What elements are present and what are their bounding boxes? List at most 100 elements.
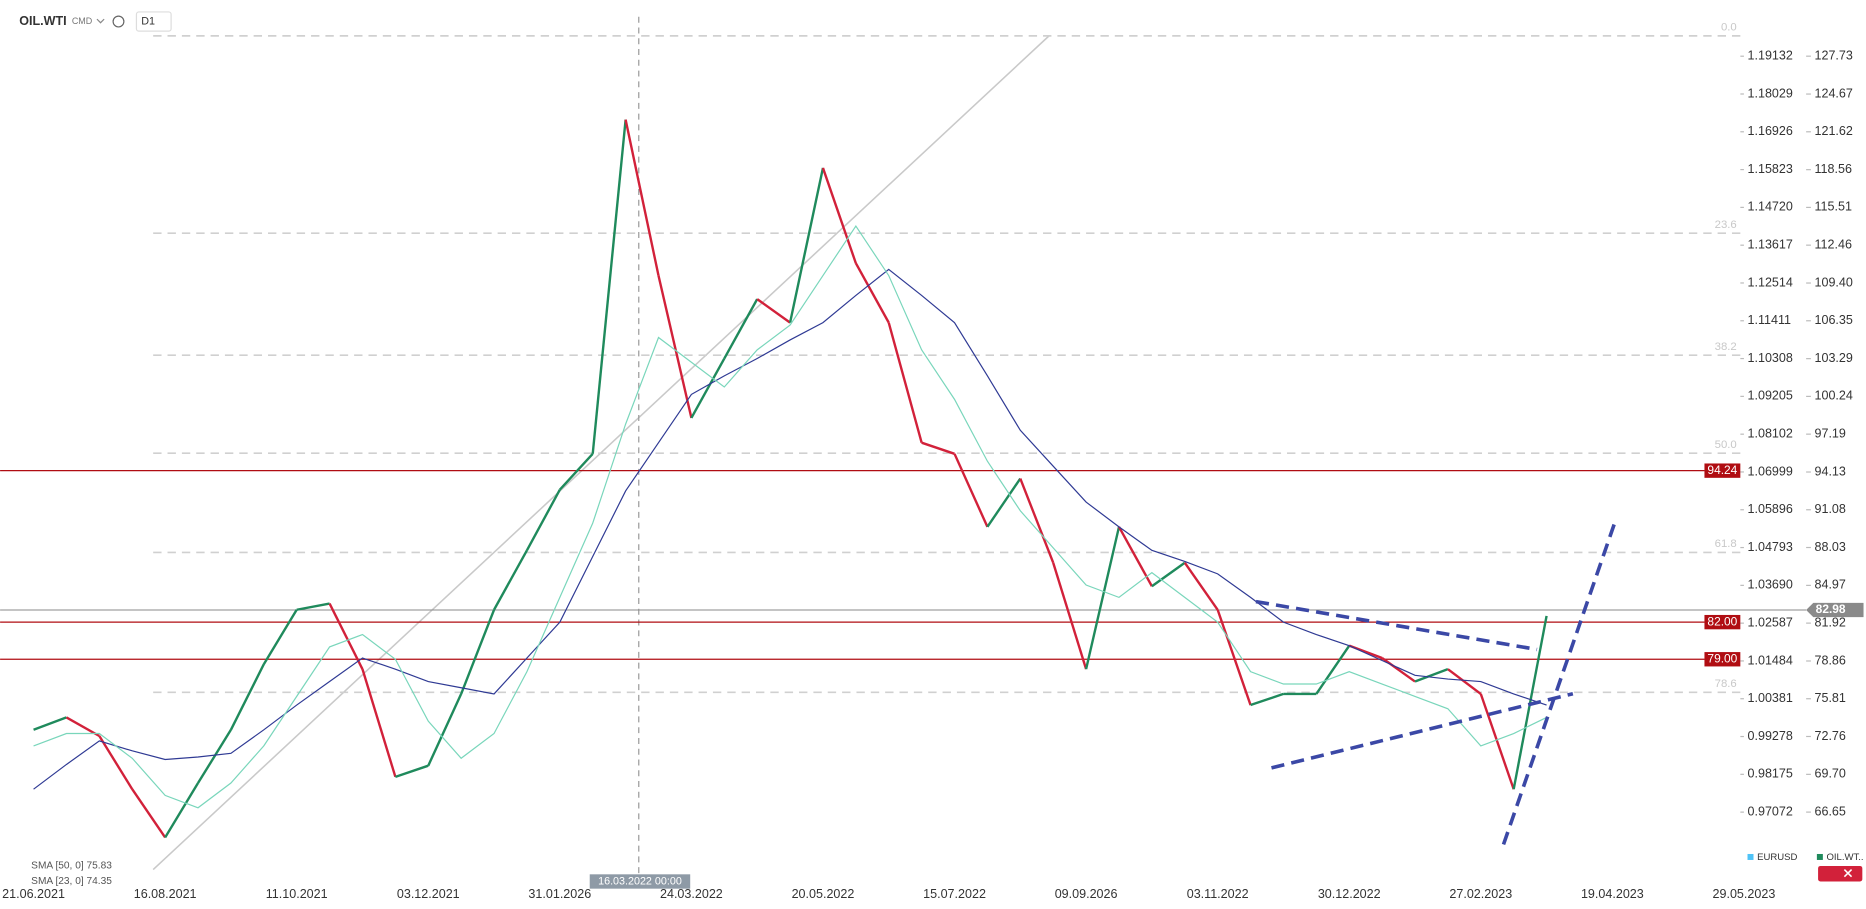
- x-tick-label: 11.10.2021: [266, 887, 328, 901]
- legend-instrument[interactable]: EURUSD: [1757, 852, 1797, 863]
- y2-tick-label: 1.13617: [1748, 237, 1793, 251]
- y-tick-label: 112.46: [1814, 237, 1851, 251]
- y2-tick-label: 1.18029: [1748, 86, 1793, 100]
- price-segment: [460, 609, 496, 695]
- y-tick-label: 88.03: [1814, 540, 1845, 554]
- price-segment: [65, 716, 100, 738]
- price-segment: [98, 735, 134, 790]
- y-tick-label: 78.86: [1814, 653, 1845, 667]
- price-segment: [756, 298, 791, 324]
- price-segment: [657, 275, 693, 419]
- close-icon[interactable]: [1843, 868, 1853, 878]
- dropdown-icon[interactable]: [96, 18, 105, 24]
- y2-tick-label: 1.02587: [1748, 615, 1793, 629]
- price-segment: [788, 167, 825, 323]
- price-segment: [1183, 562, 1219, 611]
- x-tick-label: 03.12.2021: [397, 887, 460, 901]
- price-segment: [1019, 478, 1055, 564]
- interval-box[interactable]: [135, 11, 172, 32]
- y2-tick-label: 1.04793: [1748, 540, 1793, 554]
- x-tick-label: 21.06.2021: [2, 887, 65, 901]
- y-tick-label: 118.56: [1814, 162, 1851, 176]
- trendline[interactable]: [1501, 522, 1617, 845]
- price-segment: [525, 489, 561, 551]
- y2-tick-label: 1.08102: [1748, 426, 1793, 440]
- price-segment: [1414, 668, 1449, 683]
- y-tick-label: 109.40: [1814, 275, 1852, 289]
- price-segment: [328, 603, 364, 670]
- interval[interactable]: D1: [141, 15, 155, 27]
- price-segment: [1052, 562, 1088, 670]
- price-segment: [887, 322, 923, 443]
- price-segment: [1381, 657, 1416, 683]
- y-tick-label: 97.19: [1814, 426, 1845, 440]
- x-tick-label: 29.05.2023: [1713, 887, 1776, 901]
- y2-tick-label: 1.03690: [1748, 578, 1793, 592]
- price-segment: [921, 441, 955, 455]
- price-segment: [1250, 692, 1284, 707]
- x-tick-label: 27.02.2023: [1449, 887, 1512, 901]
- legend-sma23[interactable]: SMA [23, 0] 74.35: [31, 876, 112, 887]
- y2-tick-label: 0.97072: [1748, 804, 1793, 818]
- x-tick-label: 03.11.2022: [1187, 887, 1249, 901]
- trendline[interactable]: [1271, 691, 1574, 770]
- legend-sma50[interactable]: SMA [50, 0] 75.83: [31, 861, 112, 872]
- price-segment: [197, 729, 232, 784]
- price-segment: [1216, 609, 1252, 706]
- x-tick-label: 15.07.2022: [923, 887, 986, 901]
- y-tick-label: 72.76: [1814, 729, 1845, 743]
- level-label-box: [1704, 463, 1741, 478]
- price-segment: [229, 663, 265, 731]
- fib-label: 0.0: [1721, 22, 1737, 34]
- price-segment: [131, 788, 167, 839]
- price-segment: [953, 453, 989, 528]
- y-tick-label: 75.81: [1814, 691, 1845, 705]
- y-tick-label: 121.62: [1814, 124, 1852, 138]
- price-segment: [427, 693, 463, 767]
- trendline[interactable]: [1255, 599, 1538, 652]
- x-tick-label: 20.05.2022: [792, 887, 855, 901]
- y-tick-label: 81.92: [1814, 615, 1845, 629]
- y-tick-label: 69.70: [1814, 767, 1845, 781]
- legend-instrument[interactable]: OIL.WT..: [1826, 852, 1863, 863]
- sma-line: [33, 225, 1547, 809]
- x-tick-label: 30.12.2022: [1318, 887, 1381, 901]
- level-label-box: [1704, 652, 1741, 667]
- close-button[interactable]: [1818, 865, 1863, 882]
- level-label-box: [1704, 614, 1741, 630]
- price-segment: [262, 609, 298, 665]
- price-segment: [624, 119, 660, 276]
- y-tick-label: 84.97: [1814, 578, 1845, 592]
- x-tick-label: 19.04.2023: [1581, 887, 1644, 901]
- crosshair-label: 16.03.2022 00:00: [598, 875, 682, 887]
- fib-label: 50.0: [1715, 439, 1737, 451]
- x-tick-label: 31.01.2026: [528, 887, 591, 901]
- y-tick-label: 91.08: [1814, 502, 1845, 516]
- price-segment: [296, 602, 330, 611]
- y2-tick-label: 1.10308: [1748, 351, 1793, 365]
- y2-tick-label: 1.16926: [1748, 124, 1793, 138]
- y2-tick-label: 1.01484: [1748, 653, 1793, 667]
- y2-tick-label: 1.12514: [1748, 275, 1793, 289]
- price-segment: [1151, 561, 1186, 588]
- current-price-box: [1806, 602, 1864, 618]
- price-segment: [854, 262, 890, 324]
- y2-tick-label: 1.11411: [1748, 313, 1792, 327]
- price-segment: [1117, 526, 1153, 587]
- info-icon[interactable]: [112, 15, 125, 28]
- level-label: 82.00: [1707, 614, 1737, 628]
- fib-label: 78.6: [1715, 678, 1737, 690]
- symbol[interactable]: OIL.WTI: [19, 14, 66, 28]
- y-tick-label: 127.73: [1814, 48, 1852, 62]
- plot-area: 0.0 23.6 38.2 50.0 61.8 78.6 127.73 124.67 121.6…: [0, 22, 1864, 901]
- market[interactable]: CMD: [72, 16, 93, 26]
- y-tick-label: 124.67: [1814, 86, 1852, 100]
- fib-label: 23.6: [1715, 219, 1737, 231]
- y2-tick-label: 1.09205: [1748, 389, 1793, 403]
- y-tick-label: 100.24: [1814, 389, 1852, 403]
- price-segment: [361, 668, 397, 778]
- price-segment: [1447, 668, 1482, 695]
